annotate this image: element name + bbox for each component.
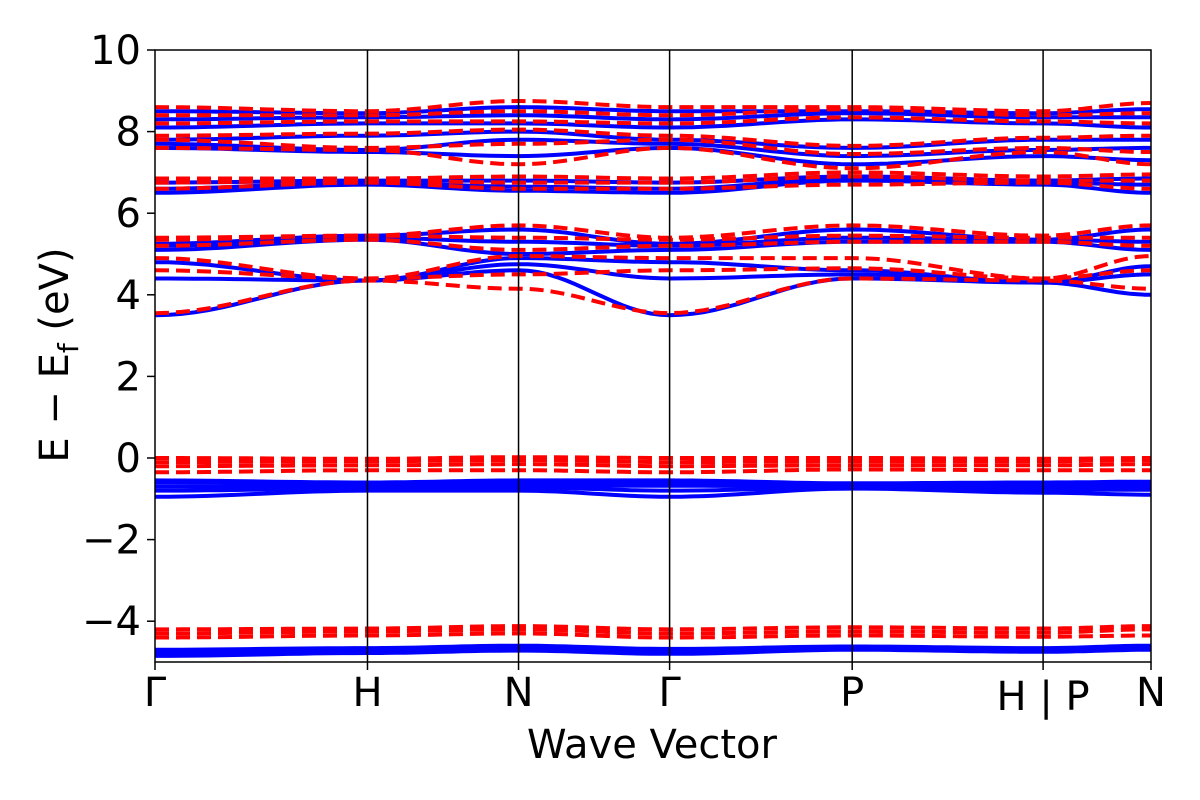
- y-tick-label-0: −4: [82, 599, 141, 645]
- x-tick-label-0: Γ: [144, 670, 167, 716]
- y-axis-label-subscript: f: [52, 342, 85, 353]
- x-axis-ticks: Γ H N Γ P H | P N: [144, 662, 1166, 720]
- y-axis-label-main: E − E: [32, 353, 78, 463]
- x-axis-label: Wave Vector: [527, 722, 778, 768]
- x-tick-label-1: H: [352, 670, 382, 716]
- y-axis-label-unit: (eV): [32, 247, 78, 343]
- x-tick-label-6: N: [1136, 670, 1166, 716]
- kpoint-separators: [366, 50, 1044, 662]
- y-tick-label-1: −2: [82, 518, 141, 564]
- x-tick-label-2: N: [504, 670, 534, 716]
- y-tick-label-7: 10: [90, 28, 141, 74]
- y-tick-label-3: 2: [116, 354, 141, 400]
- y-axis-label: E − Ef (eV): [32, 247, 85, 462]
- x-tick-label-3: Γ: [658, 670, 681, 716]
- plot-frame: [154, 49, 1152, 663]
- y-axis-ticks: −4 −2 0 2 4 6 8 10: [82, 28, 155, 645]
- y-tick-label-2: 0: [116, 436, 141, 482]
- y-tick-label-6: 8: [116, 110, 141, 156]
- x-tick-label-5: H | P: [997, 674, 1090, 720]
- y-tick-label-4: 4: [116, 273, 141, 319]
- y-tick-label-5: 6: [116, 191, 141, 237]
- x-tick-label-4: P: [840, 670, 864, 716]
